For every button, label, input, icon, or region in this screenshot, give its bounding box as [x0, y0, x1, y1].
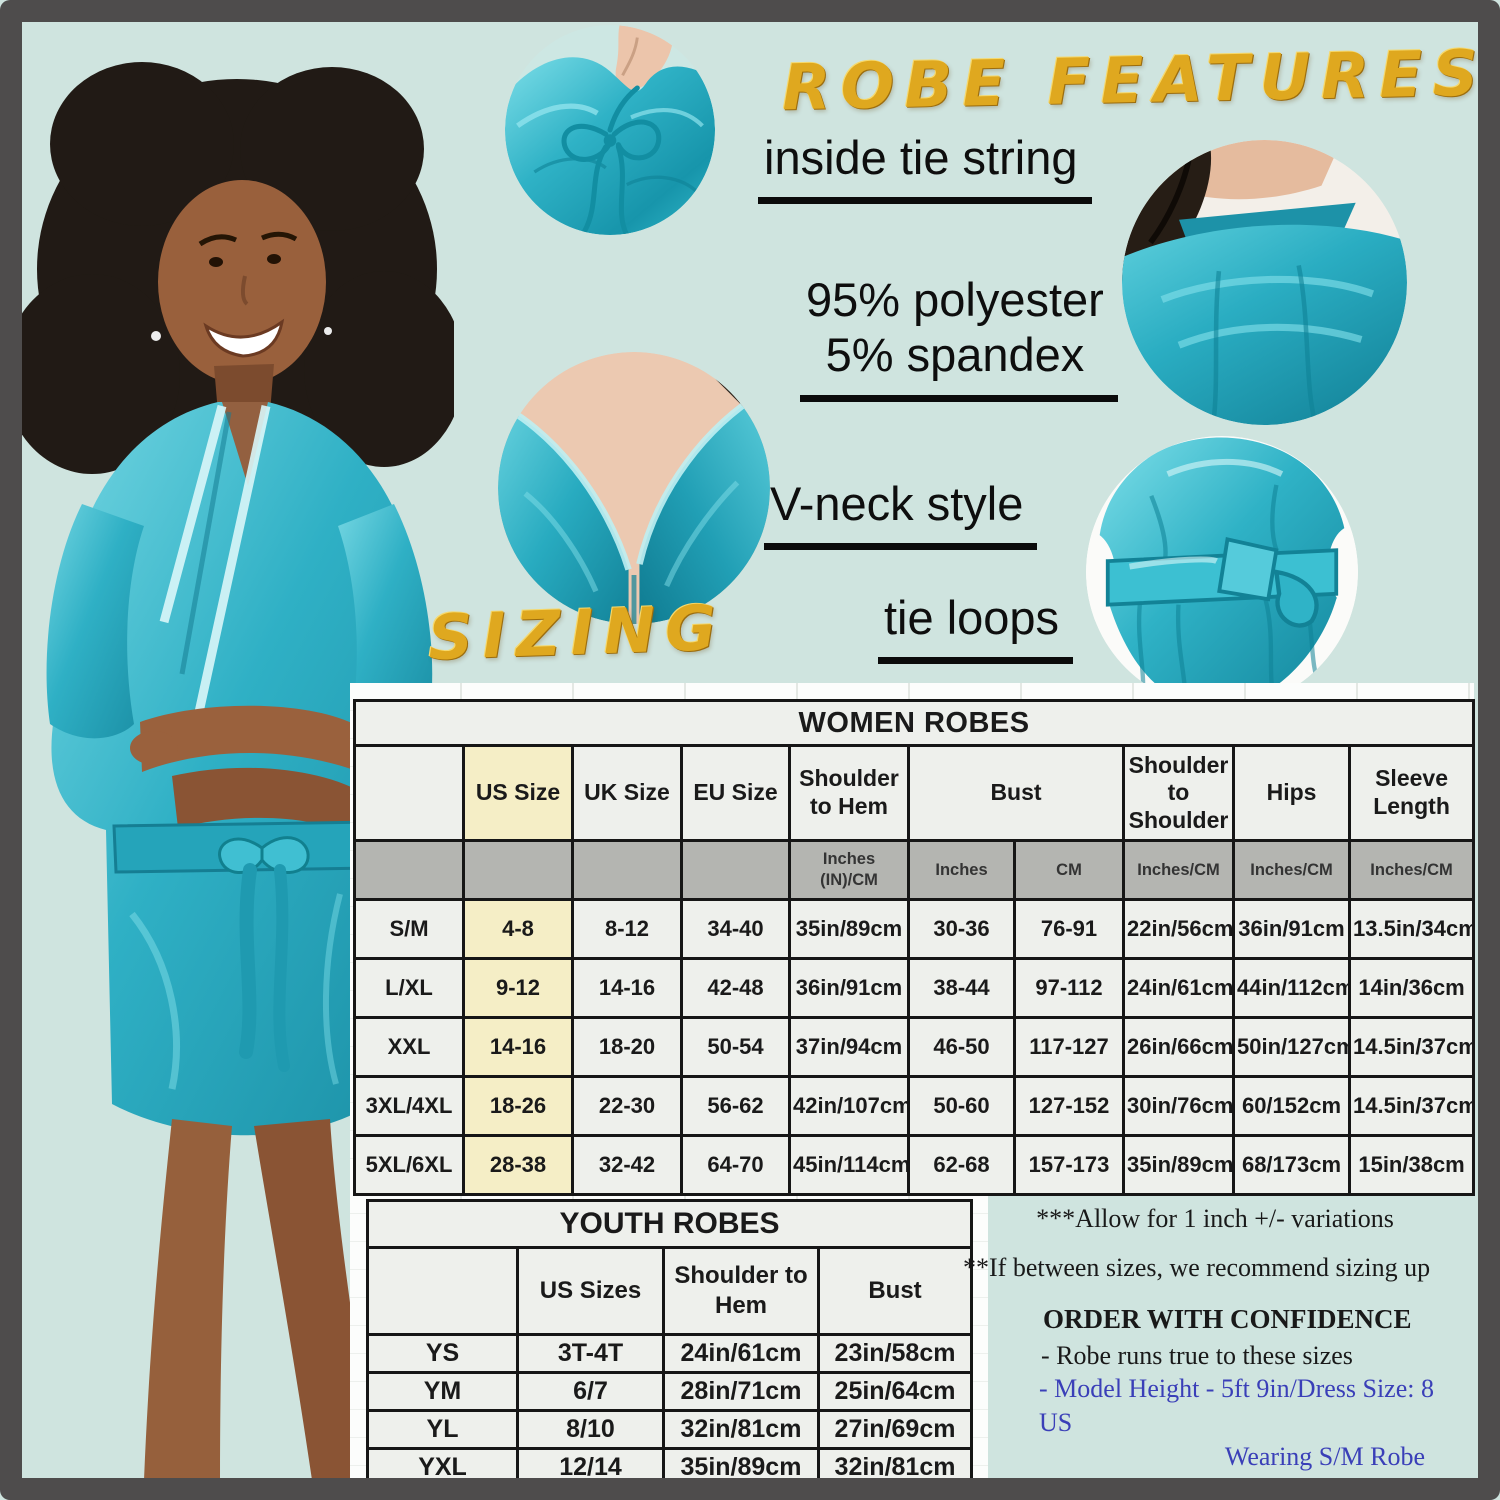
unit-sleeve: Inches/CM: [1347, 839, 1476, 901]
unit-sts: Inches/CM: [1122, 839, 1235, 901]
material-line2: 5% spandex: [825, 328, 1085, 382]
women-table-title: WOMEN ROBES: [352, 699, 1476, 747]
table-row: YM 6/7 28in/71cm 25in/64cm: [366, 1371, 974, 1412]
youth-col-blank: [366, 1246, 519, 1336]
col-header-sleeve: Sleeve Length: [1347, 744, 1476, 842]
youth-table-title: YOUTH ROBES: [365, 1199, 974, 1249]
table-row: XXL 14-16 18-20 50-54 37in/94cm 46-50 11…: [353, 1016, 1476, 1078]
table-row: 3XL/4XL 18-26 22-30 56-62 42in/107cm 50-…: [353, 1075, 1476, 1137]
table-row: YXL 12/14 35in/89cm 32in/81cm: [366, 1447, 974, 1488]
model-photo: [22, 62, 454, 1480]
women-robes-table: WOMEN ROBES US Size UK Size EU Size Shou…: [352, 699, 1476, 1196]
robe-back-photo: [1122, 140, 1407, 425]
table-row: 5XL/6XL 28-38 32-42 64-70 45in/114cm 62-…: [353, 1134, 1476, 1196]
note-sizing-up: **If between sizes, we recommend sizing …: [963, 1252, 1431, 1282]
feature-label-tie-loops: tie loops: [878, 590, 1074, 665]
col-header-sts: Shoulder to Shoulder: [1122, 744, 1235, 842]
table-row: L/XL 9-12 14-16 42-48 36in/91cm 38-44 97…: [353, 957, 1476, 1019]
note-true-to-size: - Robe runs true to these sizes: [1041, 1340, 1353, 1370]
feature-label-vneck: V-neck style: [764, 476, 1038, 551]
col-header-hem: Shoulder to Hem: [788, 744, 910, 842]
unit-bust-cm: CM: [1013, 839, 1125, 901]
feature-label-tie-string: inside tie string: [758, 130, 1092, 205]
col-header-us: US Size: [462, 744, 574, 842]
unit-bust-in: Inches: [907, 839, 1016, 901]
note-variations: ***Allow for 1 inch +/- variations: [1036, 1204, 1394, 1233]
table-row: YL 8/10 32in/81cm 27in/69cm: [366, 1409, 974, 1450]
tie-loops-photo: [1086, 436, 1358, 708]
note-model-height: - Model Height - 5ft 9in/Dress Size: 8 U…: [1039, 1374, 1434, 1438]
sizing-notes: ***Allow for 1 inch +/- variations **If …: [963, 1202, 1467, 1474]
unit-hips: Inches/CM: [1232, 839, 1351, 901]
col-header-blank: [353, 744, 465, 842]
col-header-uk: UK Size: [571, 744, 683, 842]
col-header-hips: Hips: [1232, 744, 1351, 842]
youth-col-bust: Bust: [816, 1246, 974, 1336]
unit-hem: Inches (IN)/CM: [788, 839, 910, 901]
youth-robes-table: YOUTH ROBES US Sizes Shoulder to Hem Bus…: [365, 1199, 974, 1488]
feature-label-material: 95% polyester 5% spandex: [800, 272, 1118, 402]
vneck-photo: [498, 352, 770, 624]
table-row: S/M 4-8 8-12 34-40 35in/89cm 30-36 76-91…: [353, 898, 1476, 960]
sizing-title: SIZING: [426, 590, 728, 675]
material-line1: 95% polyester: [806, 273, 1104, 326]
col-header-bust: Bust: [907, 744, 1125, 842]
note-confidence-title: ORDER WITH CONFIDENCE: [1043, 1303, 1412, 1334]
table-row: YS 3T-4T 24in/61cm 23in/58cm: [366, 1333, 974, 1374]
robe-features-title: ROBE FEATURES: [781, 36, 1489, 125]
youth-col-us: US Sizes: [516, 1246, 665, 1336]
note-wearing: Wearing S/M Robe: [1224, 1442, 1425, 1472]
col-header-eu: EU Size: [680, 744, 791, 842]
tie-string-photo: [505, 25, 715, 235]
youth-col-hem: Shoulder to Hem: [662, 1246, 820, 1336]
